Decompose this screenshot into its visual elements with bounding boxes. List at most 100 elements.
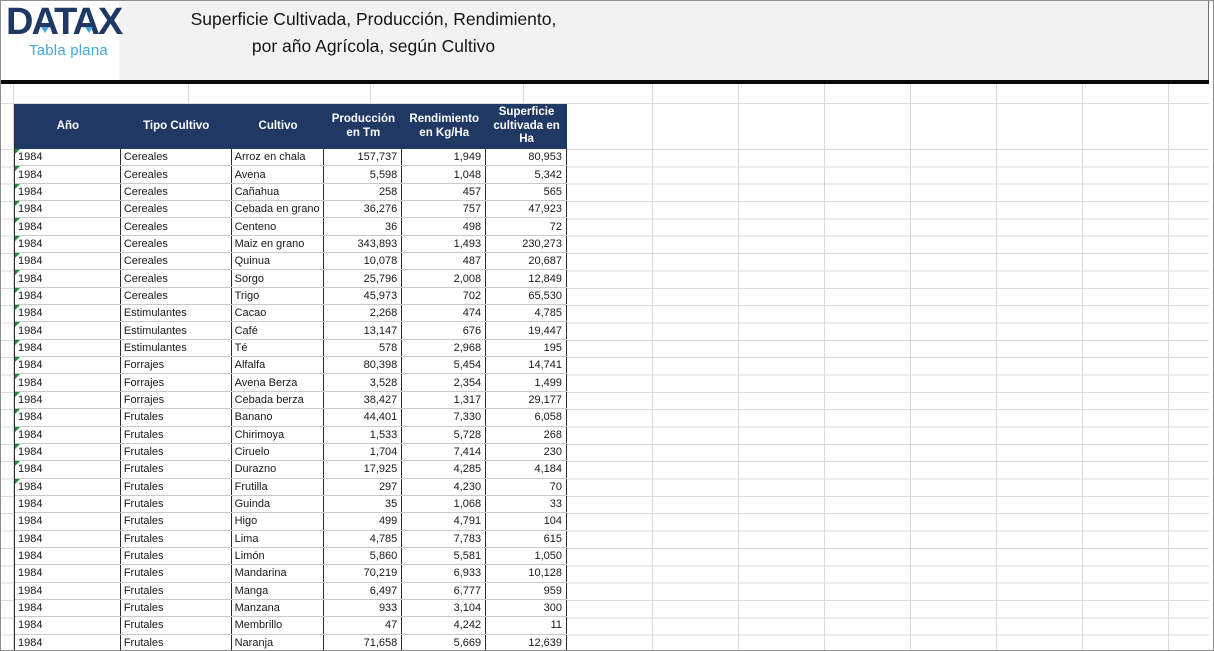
col-header-rendimiento[interactable]: Rendimiento en Kg/Ha xyxy=(409,113,480,139)
cell-cultivo[interactable]: Sorgo xyxy=(232,270,325,287)
cell-rendimiento[interactable]: 474 xyxy=(402,305,487,322)
cell-rendimiento[interactable]: 5,728 xyxy=(402,426,487,443)
cell-superficie[interactable]: 11 xyxy=(486,617,567,634)
cell-ano[interactable]: 1984 xyxy=(15,374,121,391)
cell-produccion[interactable]: 3,528 xyxy=(324,374,403,391)
cell-tipo[interactable]: Frutales xyxy=(121,617,232,634)
cell-produccion[interactable]: 36 xyxy=(324,218,403,235)
cell-ano[interactable]: 1984 xyxy=(15,166,121,183)
cell-rendimiento[interactable]: 1,493 xyxy=(402,235,487,253)
cell-superficie[interactable]: 47,923 xyxy=(486,201,567,218)
cell-ano[interactable]: 1984 xyxy=(15,218,121,235)
cell-produccion[interactable]: 578 xyxy=(324,339,403,357)
cell-cultivo[interactable]: Quinua xyxy=(232,253,325,270)
cell-superficie[interactable]: 104 xyxy=(486,513,567,530)
cell-tipo[interactable]: Frutales xyxy=(121,409,232,426)
cell-ano[interactable]: 1984 xyxy=(15,634,121,650)
cell-ano[interactable]: 1984 xyxy=(15,322,121,339)
cell-cultivo[interactable]: Cebada en grano xyxy=(232,201,325,218)
cell-ano[interactable]: 1984 xyxy=(15,443,121,461)
cell-rendimiento[interactable]: 702 xyxy=(402,287,487,305)
cell-tipo[interactable]: Cereales xyxy=(121,253,232,270)
cell-produccion[interactable]: 933 xyxy=(324,599,403,617)
cell-cultivo[interactable]: Cacao xyxy=(232,305,325,322)
cell-tipo[interactable]: Frutales xyxy=(121,443,232,461)
cell-superficie[interactable]: 20,687 xyxy=(486,253,567,270)
cell-rendimiento[interactable]: 2,354 xyxy=(402,374,487,391)
cell-ano[interactable]: 1984 xyxy=(15,201,121,218)
cell-rendimiento[interactable]: 757 xyxy=(402,201,487,218)
cell-cultivo[interactable]: Lima xyxy=(232,530,325,547)
cell-superficie[interactable]: 230,273 xyxy=(486,235,567,253)
cell-produccion[interactable]: 4,785 xyxy=(324,530,403,547)
cell-rendimiento[interactable]: 7,783 xyxy=(402,530,487,547)
cell-ano[interactable]: 1984 xyxy=(15,270,121,287)
cell-cultivo[interactable]: Té xyxy=(232,339,325,357)
cell-cultivo[interactable]: Cañahua xyxy=(232,183,325,201)
cell-rendimiento[interactable]: 4,242 xyxy=(402,617,487,634)
cell-ano[interactable]: 1984 xyxy=(15,582,121,599)
cell-produccion[interactable]: 45,973 xyxy=(324,287,403,305)
cell-cultivo[interactable]: Banano xyxy=(232,409,325,426)
cell-ano[interactable]: 1984 xyxy=(15,235,121,253)
cell-produccion[interactable]: 5,598 xyxy=(324,166,403,183)
cell-tipo[interactable]: Estimulantes xyxy=(121,339,232,357)
cell-tipo[interactable]: Cereales xyxy=(121,149,232,166)
cell-tipo[interactable]: Frutales xyxy=(121,530,232,547)
cell-produccion[interactable]: 1,704 xyxy=(324,443,403,461)
cell-cultivo[interactable]: Trigo xyxy=(232,287,325,305)
cell-produccion[interactable]: 36,276 xyxy=(324,201,403,218)
cell-rendimiento[interactable]: 6,777 xyxy=(402,582,487,599)
cell-cultivo[interactable]: Cebada berza xyxy=(232,391,325,409)
col-header-superficie[interactable]: Superficie cultivada en Ha xyxy=(493,106,560,146)
col-header-ano[interactable]: Año xyxy=(56,119,80,132)
cell-rendimiento[interactable]: 498 xyxy=(402,218,487,235)
cell-produccion[interactable]: 5,860 xyxy=(324,547,403,565)
cell-ano[interactable]: 1984 xyxy=(15,617,121,634)
cell-superficie[interactable]: 565 xyxy=(486,183,567,201)
cell-cultivo[interactable]: Avena Berza xyxy=(232,374,325,391)
cell-cultivo[interactable]: Avena xyxy=(232,166,325,183)
cell-ano[interactable]: 1984 xyxy=(15,547,121,565)
cell-tipo[interactable]: Frutales xyxy=(121,426,232,443)
cell-ano[interactable]: 1984 xyxy=(15,530,121,547)
cell-tipo[interactable]: Estimulantes xyxy=(121,322,232,339)
cell-tipo[interactable]: Forrajes xyxy=(121,357,232,374)
cell-superficie[interactable]: 959 xyxy=(486,582,567,599)
cell-ano[interactable]: 1984 xyxy=(15,287,121,305)
cell-superficie[interactable]: 230 xyxy=(486,443,567,461)
cell-tipo[interactable]: Frutales xyxy=(121,547,232,565)
cell-cultivo[interactable]: Guinda xyxy=(232,495,325,513)
cell-cultivo[interactable]: Maiz en grano xyxy=(232,235,325,253)
cell-rendimiento[interactable]: 4,230 xyxy=(402,478,487,495)
cell-cultivo[interactable]: Membrillo xyxy=(232,617,325,634)
cell-superficie[interactable]: 195 xyxy=(486,339,567,357)
cell-ano[interactable]: 1984 xyxy=(15,513,121,530)
cell-tipo[interactable]: Frutales xyxy=(121,582,232,599)
cell-produccion[interactable]: 13,147 xyxy=(324,322,403,339)
cell-cultivo[interactable]: Alfalfa xyxy=(232,357,325,374)
cell-ano[interactable]: 1984 xyxy=(15,409,121,426)
cell-ano[interactable]: 1984 xyxy=(15,357,121,374)
cell-tipo[interactable]: Cereales xyxy=(121,183,232,201)
cell-cultivo[interactable]: Ciruelo xyxy=(232,443,325,461)
cell-cultivo[interactable]: Durazno xyxy=(232,461,325,478)
cell-tipo[interactable]: Frutales xyxy=(121,478,232,495)
cell-rendimiento[interactable]: 5,669 xyxy=(402,634,487,650)
cell-tipo[interactable]: Frutales xyxy=(121,461,232,478)
cell-rendimiento[interactable]: 7,414 xyxy=(402,443,487,461)
cell-cultivo[interactable]: Arroz en chala xyxy=(232,149,325,166)
cell-superficie[interactable]: 65,530 xyxy=(486,287,567,305)
cell-produccion[interactable]: 10,078 xyxy=(324,253,403,270)
cell-produccion[interactable]: 343,893 xyxy=(324,235,403,253)
cell-rendimiento[interactable]: 3,104 xyxy=(402,599,487,617)
cell-superficie[interactable]: 14,741 xyxy=(486,357,567,374)
cell-tipo[interactable]: Frutales xyxy=(121,565,232,582)
cell-rendimiento[interactable]: 4,285 xyxy=(402,461,487,478)
cell-superficie[interactable]: 10,128 xyxy=(486,565,567,582)
cell-tipo[interactable]: Cereales xyxy=(121,201,232,218)
cell-superficie[interactable]: 5,342 xyxy=(486,166,567,183)
cell-produccion[interactable]: 38,427 xyxy=(324,391,403,409)
cell-ano[interactable]: 1984 xyxy=(15,391,121,409)
cell-cultivo[interactable]: Frutilla xyxy=(232,478,325,495)
